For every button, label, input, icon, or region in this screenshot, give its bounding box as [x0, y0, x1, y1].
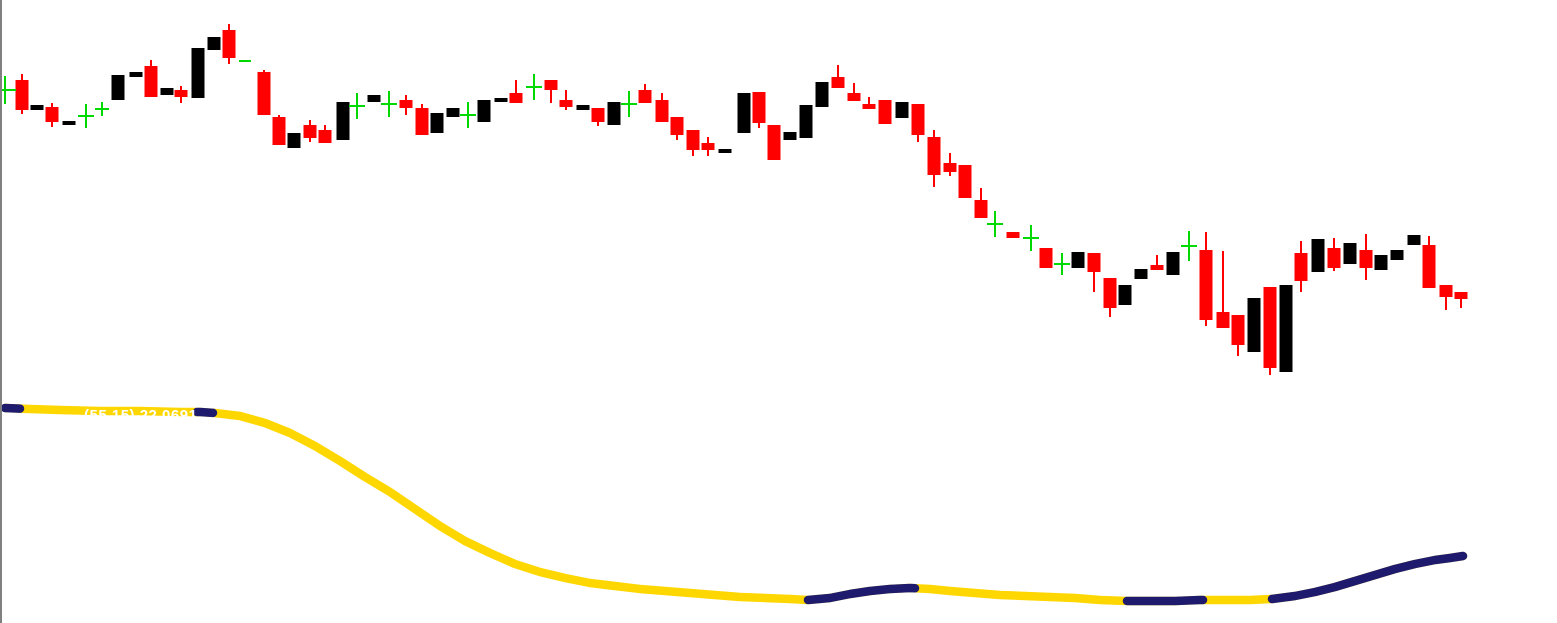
candle [272, 115, 286, 145]
candle [701, 137, 715, 156]
candle [1199, 232, 1213, 326]
candle [544, 80, 558, 103]
candle [30, 105, 44, 110]
candle [1294, 241, 1308, 292]
candle [847, 83, 861, 101]
candle [1087, 253, 1101, 292]
candle [1311, 239, 1325, 272]
candle [1039, 248, 1053, 268]
candle [1359, 234, 1373, 280]
candle [1166, 252, 1180, 275]
candle [1006, 232, 1020, 238]
window-left-border [0, 0, 2, 623]
doji-marker [95, 102, 109, 116]
candle [367, 95, 381, 102]
candle [1454, 292, 1468, 308]
indicator-line-layer [0, 403, 1468, 606]
candle [718, 149, 732, 153]
candle [144, 60, 158, 97]
doji-marker [78, 104, 94, 128]
doji-marker [460, 102, 476, 128]
candle [638, 84, 652, 103]
candle [1216, 251, 1230, 328]
candle [943, 153, 957, 176]
candle [958, 165, 972, 198]
candle [415, 104, 429, 135]
candle [287, 133, 301, 148]
candle [576, 105, 590, 110]
candle [430, 113, 444, 133]
candle [783, 132, 797, 140]
candle [1247, 298, 1261, 352]
doji-marker [381, 91, 397, 117]
candle [927, 130, 941, 187]
candle [111, 75, 125, 100]
candle [207, 37, 221, 50]
candle [1263, 287, 1277, 375]
indicator-value-label: (55,15) 22.0691 [84, 407, 197, 424]
candle [911, 104, 925, 142]
candle [752, 92, 766, 128]
candle [1071, 252, 1085, 268]
candle [1327, 238, 1341, 271]
candles-layer [15, 24, 1468, 375]
doji-marker [526, 74, 542, 100]
candle [767, 125, 781, 160]
candle [1150, 255, 1164, 270]
candle [862, 97, 876, 109]
candle [336, 102, 350, 140]
candle [1103, 278, 1117, 317]
candle [1422, 236, 1436, 288]
candle [591, 108, 605, 126]
candle [477, 100, 491, 122]
candle [895, 102, 909, 118]
candle [174, 86, 188, 103]
doji-markers-layer [0, 60, 1197, 275]
candle [670, 117, 684, 140]
doji-marker [621, 91, 637, 117]
candle [1374, 255, 1388, 270]
doji-marker [1054, 253, 1070, 275]
candle [318, 125, 332, 143]
candle [974, 188, 988, 218]
doji-marker [349, 93, 365, 119]
candle [799, 105, 813, 138]
candle [257, 70, 271, 115]
candle [191, 48, 205, 98]
candle [222, 24, 236, 64]
doji-marker [0, 76, 16, 104]
candle [494, 98, 508, 102]
candle [831, 65, 845, 88]
candle [1118, 285, 1132, 305]
candle [686, 130, 700, 156]
candle [1343, 243, 1357, 264]
candle [62, 121, 76, 125]
candle [399, 95, 413, 115]
doji-marker [987, 211, 1003, 237]
candle [15, 74, 29, 114]
doji-marker [1023, 225, 1039, 251]
candle [1231, 315, 1245, 356]
candle [129, 72, 143, 77]
candle [303, 120, 317, 142]
candle [45, 103, 59, 127]
candle [509, 80, 523, 103]
candle [737, 93, 751, 133]
candle [655, 93, 669, 122]
candle [446, 108, 460, 117]
candle [1407, 235, 1421, 245]
candle [160, 88, 174, 95]
candle [1134, 269, 1148, 279]
candle [1439, 285, 1453, 310]
candle [607, 102, 621, 125]
candle [1390, 250, 1404, 260]
candle [878, 100, 892, 124]
candle [559, 90, 573, 110]
doji-marker [1181, 231, 1197, 261]
candle [815, 82, 829, 107]
candle [1279, 285, 1293, 372]
